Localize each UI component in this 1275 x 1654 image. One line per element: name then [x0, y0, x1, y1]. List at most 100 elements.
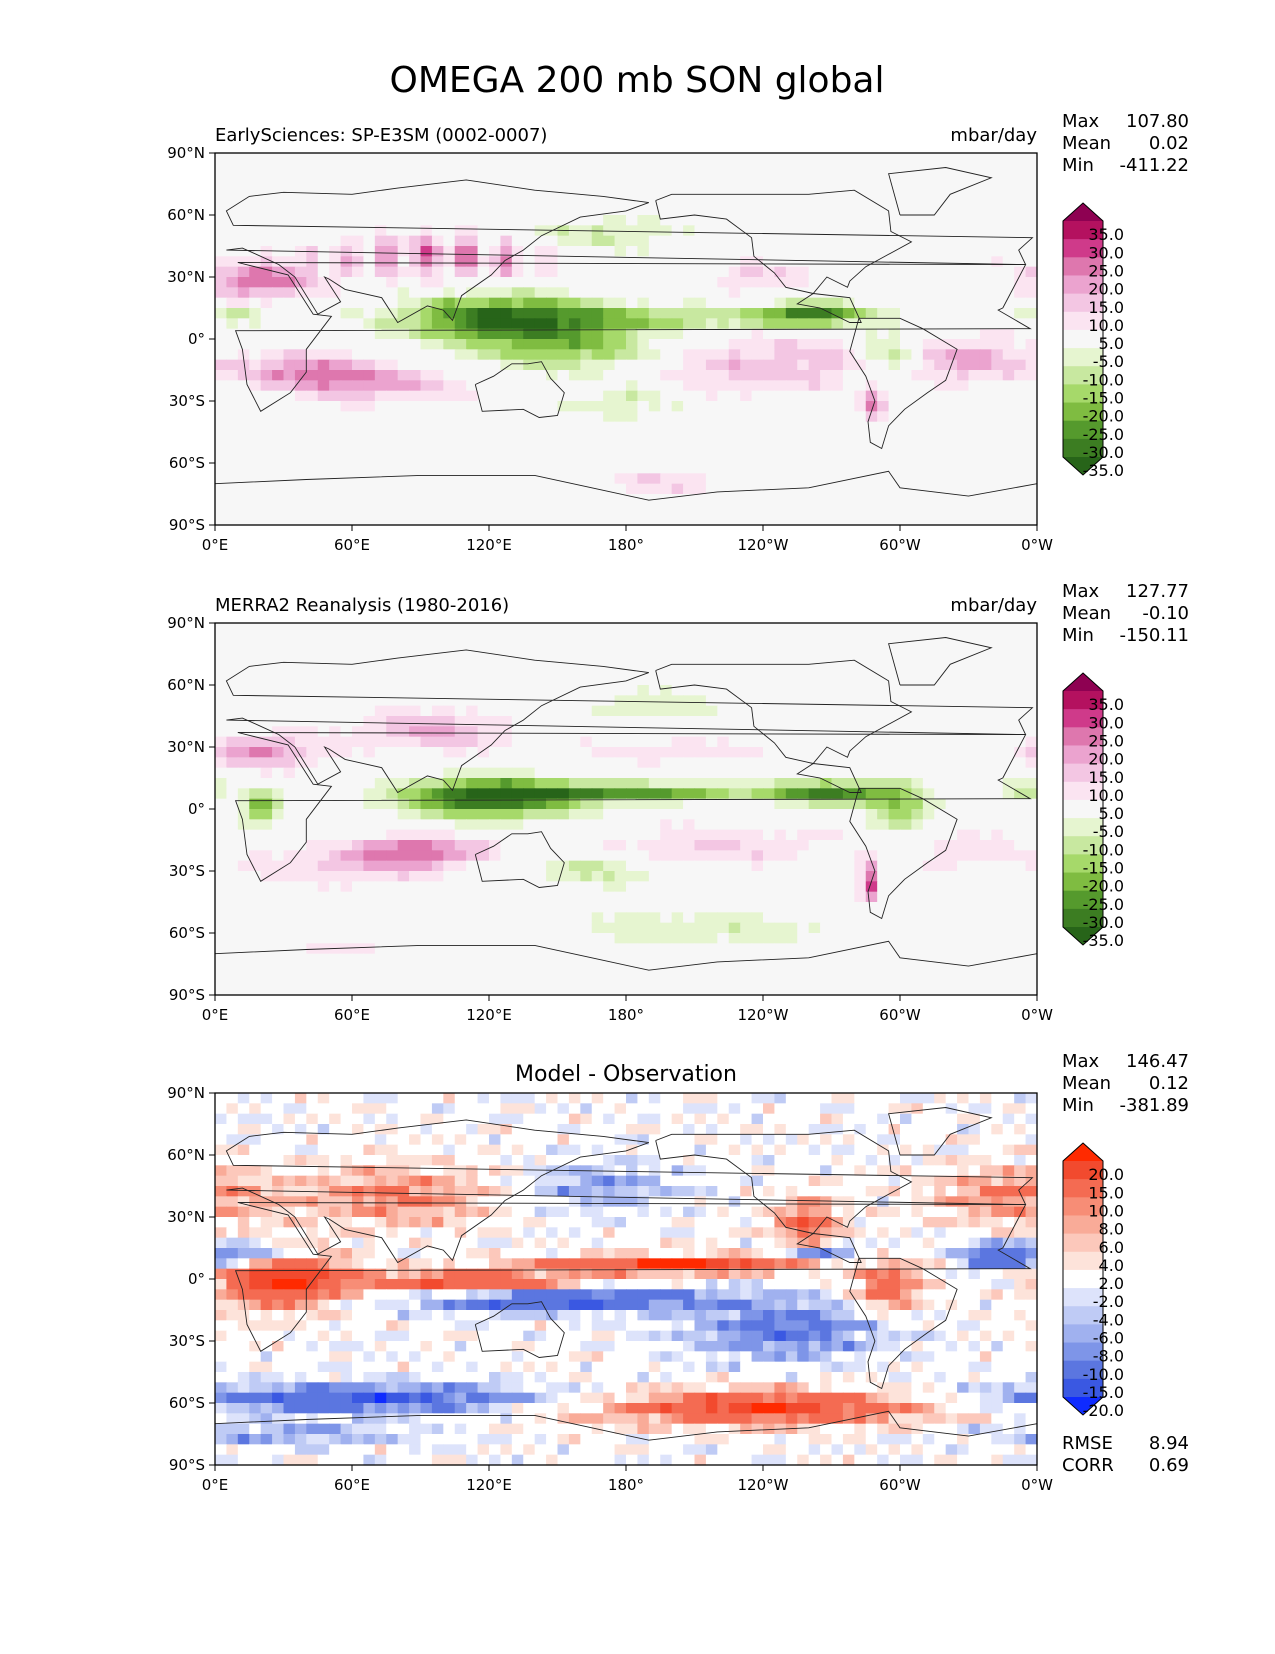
field-cell — [546, 308, 558, 319]
field-cell — [660, 695, 672, 706]
field-cell — [295, 298, 307, 309]
field-cell — [786, 881, 798, 892]
field-cell — [717, 370, 729, 381]
field-cell — [934, 675, 946, 686]
field-cell — [478, 422, 490, 433]
field-cell — [934, 892, 946, 903]
field-cell — [375, 675, 387, 686]
field-cell — [900, 463, 912, 474]
field-cell — [603, 902, 615, 913]
field-cell — [672, 401, 684, 412]
field-cell — [284, 256, 296, 267]
field-cell — [489, 675, 501, 686]
field-cell — [695, 644, 707, 655]
field-cell — [478, 287, 490, 298]
field-cell — [261, 246, 273, 257]
field-cell — [809, 163, 821, 174]
field-cell — [249, 236, 261, 247]
field-cell — [386, 504, 398, 515]
field-cell — [421, 256, 433, 267]
field-cell — [1014, 809, 1026, 820]
colorbar-tick-label: 25.0 — [1088, 261, 1124, 280]
field-cell — [615, 778, 627, 789]
field-cell — [249, 494, 261, 505]
field-cell — [866, 308, 878, 319]
field-cell — [455, 892, 467, 903]
field-cell — [1003, 370, 1015, 381]
field-cell — [809, 778, 821, 789]
field-cell — [352, 422, 364, 433]
field-cell — [603, 716, 615, 727]
field-cell — [489, 726, 501, 737]
field-cell — [923, 401, 935, 412]
field-cell — [672, 153, 684, 164]
field-cell — [774, 664, 786, 675]
field-cell — [295, 633, 307, 644]
field-cell — [889, 360, 901, 371]
field-cell — [683, 153, 695, 164]
field-cell — [523, 318, 535, 329]
field-cell — [386, 861, 398, 872]
field-cell — [683, 664, 695, 675]
field-cell — [980, 747, 992, 758]
field-cell — [752, 484, 764, 495]
field-cell — [398, 163, 410, 174]
field-cell — [877, 840, 889, 851]
field-cell — [386, 267, 398, 278]
field-cell — [523, 819, 535, 830]
field-cell — [854, 840, 866, 851]
field-cell — [1014, 695, 1026, 706]
field-cell — [923, 432, 935, 443]
field-cell — [752, 163, 764, 174]
field-cell — [820, 349, 832, 360]
field-cell — [409, 308, 421, 319]
field-cell — [386, 163, 398, 174]
field-cell — [489, 830, 501, 841]
field-cell — [832, 349, 844, 360]
field-cell — [261, 277, 273, 288]
field-cell — [946, 861, 958, 872]
field-cell — [1003, 504, 1015, 515]
field-cell — [261, 654, 273, 665]
field-cell — [752, 923, 764, 934]
field-cell — [809, 664, 821, 675]
field-cell — [683, 706, 695, 717]
field-cell — [489, 706, 501, 717]
field-cell — [558, 349, 570, 360]
field-cell — [352, 623, 364, 634]
field-cell — [466, 912, 478, 923]
field-cell — [215, 287, 227, 298]
field-cell — [980, 788, 992, 799]
field-cell — [615, 277, 627, 288]
field-cell — [580, 349, 592, 360]
field-cell — [1026, 726, 1038, 737]
field-cell — [284, 163, 296, 174]
field-cell — [523, 494, 535, 505]
field-cell — [969, 473, 981, 484]
field-cell — [603, 163, 615, 174]
field-cell — [1026, 277, 1038, 288]
field-cell — [637, 184, 649, 195]
field-cell — [969, 411, 981, 422]
field-cell — [341, 153, 353, 164]
field-cell — [934, 494, 946, 505]
field-cell — [969, 184, 981, 195]
field-cell — [695, 675, 707, 686]
field-cell — [934, 277, 946, 288]
field-cell — [843, 515, 855, 526]
field-cell — [820, 716, 832, 727]
field-cell — [969, 380, 981, 391]
field-cell — [215, 442, 227, 453]
field-cell — [820, 892, 832, 903]
field-cell — [832, 768, 844, 779]
field-cell — [409, 401, 421, 412]
field-cell — [637, 225, 649, 236]
field-cell — [272, 225, 284, 236]
field-cell — [660, 819, 672, 830]
field-cell — [820, 861, 832, 872]
field-cell — [717, 287, 729, 298]
field-cell — [740, 463, 752, 474]
field-cell — [272, 370, 284, 381]
field-cell — [569, 768, 581, 779]
field-cell — [900, 737, 912, 748]
